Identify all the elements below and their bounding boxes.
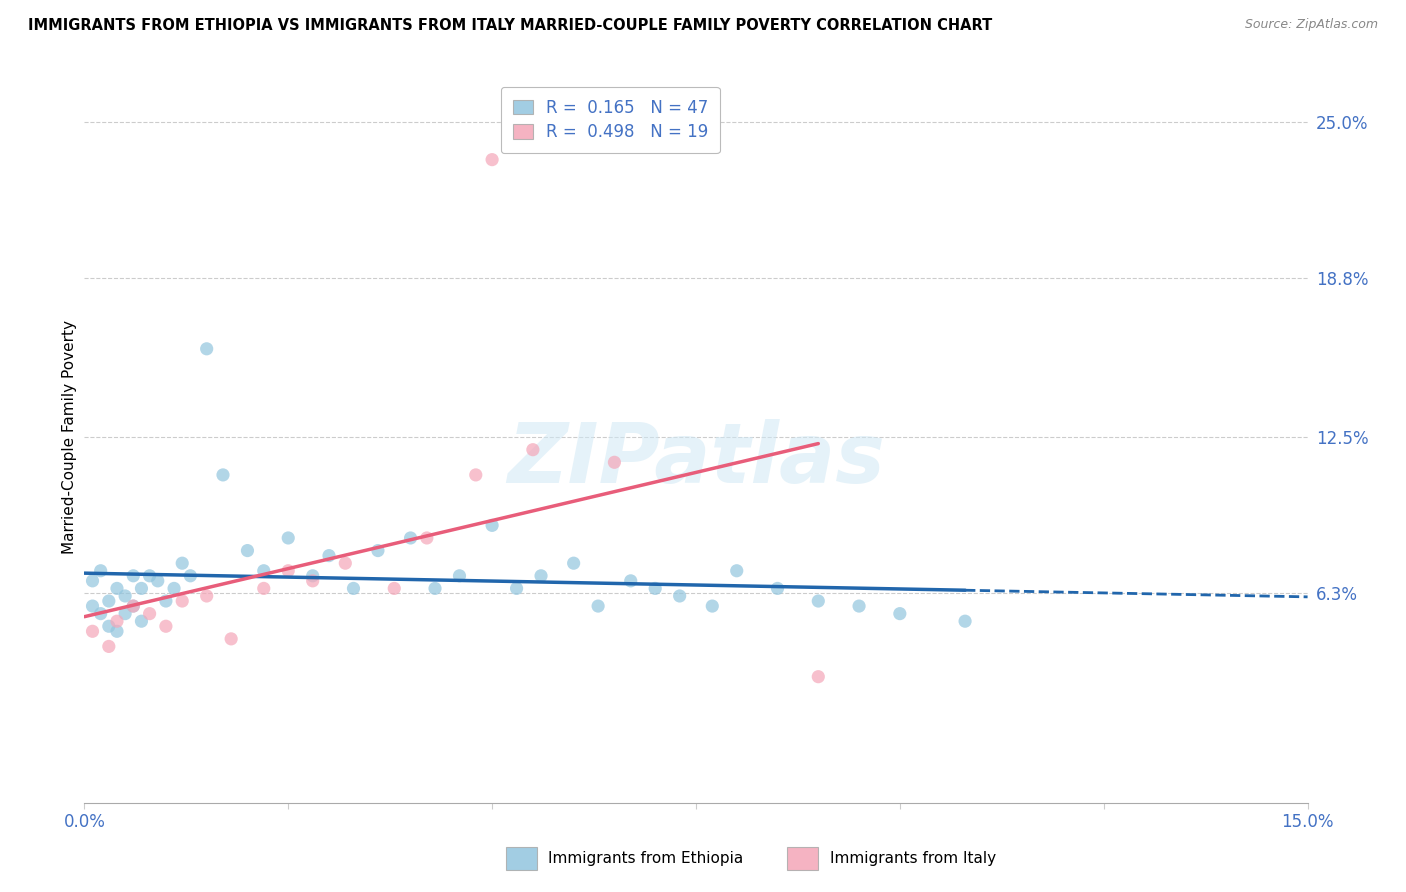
Point bbox=[90, 607, 112, 621]
Point bbox=[105, 614, 128, 628]
Point bbox=[179, 569, 201, 583]
Point bbox=[114, 607, 136, 621]
Point bbox=[82, 599, 104, 613]
Point bbox=[277, 564, 299, 578]
Point bbox=[423, 582, 446, 596]
Point bbox=[725, 564, 748, 578]
Point bbox=[301, 569, 323, 583]
Point bbox=[131, 614, 153, 628]
Text: IMMIGRANTS FROM ETHIOPIA VS IMMIGRANTS FROM ITALY MARRIED-COUPLE FAMILY POVERTY : IMMIGRANTS FROM ETHIOPIA VS IMMIGRANTS F… bbox=[28, 18, 993, 33]
Point bbox=[416, 531, 439, 545]
Point bbox=[236, 543, 259, 558]
Point bbox=[138, 607, 160, 621]
Point bbox=[155, 619, 177, 633]
Point bbox=[481, 518, 503, 533]
Point bbox=[90, 564, 112, 578]
Point bbox=[253, 564, 276, 578]
Y-axis label: Married-Couple Family Poverty: Married-Couple Family Poverty bbox=[62, 320, 77, 554]
Point bbox=[105, 582, 128, 596]
Point bbox=[97, 640, 120, 654]
Point bbox=[505, 582, 527, 596]
Point bbox=[163, 582, 186, 596]
Point bbox=[122, 599, 145, 613]
Point bbox=[105, 624, 128, 639]
Point bbox=[953, 614, 976, 628]
Point bbox=[131, 582, 153, 596]
Point bbox=[301, 574, 323, 588]
Point bbox=[586, 599, 609, 613]
Point bbox=[219, 632, 242, 646]
Point bbox=[644, 582, 666, 596]
Point bbox=[277, 531, 299, 545]
Point bbox=[464, 467, 486, 482]
Point bbox=[807, 670, 830, 684]
Point bbox=[399, 531, 422, 545]
Point bbox=[172, 556, 194, 570]
Point bbox=[114, 589, 136, 603]
Point bbox=[146, 574, 169, 588]
Point bbox=[155, 594, 177, 608]
Text: Immigrants from Ethiopia: Immigrants from Ethiopia bbox=[548, 851, 744, 866]
Point bbox=[449, 569, 471, 583]
Point bbox=[481, 153, 503, 167]
Point bbox=[195, 342, 218, 356]
Point bbox=[122, 599, 145, 613]
Text: ZIPatlas: ZIPatlas bbox=[508, 418, 884, 500]
Point bbox=[889, 607, 911, 621]
Point bbox=[367, 543, 389, 558]
Point bbox=[620, 574, 643, 588]
Point bbox=[122, 569, 145, 583]
Point bbox=[195, 589, 218, 603]
Point bbox=[702, 599, 724, 613]
Legend: R =  0.165   N = 47, R =  0.498   N = 19: R = 0.165 N = 47, R = 0.498 N = 19 bbox=[501, 87, 720, 153]
Point bbox=[530, 569, 553, 583]
Point bbox=[342, 582, 364, 596]
Point bbox=[382, 582, 405, 596]
Point bbox=[82, 624, 104, 639]
Point bbox=[172, 594, 194, 608]
Point bbox=[522, 442, 544, 457]
Point bbox=[138, 569, 160, 583]
Point bbox=[766, 582, 789, 596]
Point bbox=[318, 549, 340, 563]
Point bbox=[82, 574, 104, 588]
Point bbox=[562, 556, 585, 570]
Point bbox=[668, 589, 690, 603]
Point bbox=[807, 594, 830, 608]
Point bbox=[97, 594, 120, 608]
Point bbox=[253, 582, 276, 596]
Point bbox=[848, 599, 870, 613]
Text: Immigrants from Italy: Immigrants from Italy bbox=[830, 851, 995, 866]
Text: Source: ZipAtlas.com: Source: ZipAtlas.com bbox=[1244, 18, 1378, 31]
Point bbox=[335, 556, 357, 570]
Point bbox=[212, 467, 235, 482]
Point bbox=[97, 619, 120, 633]
Point bbox=[603, 455, 626, 469]
